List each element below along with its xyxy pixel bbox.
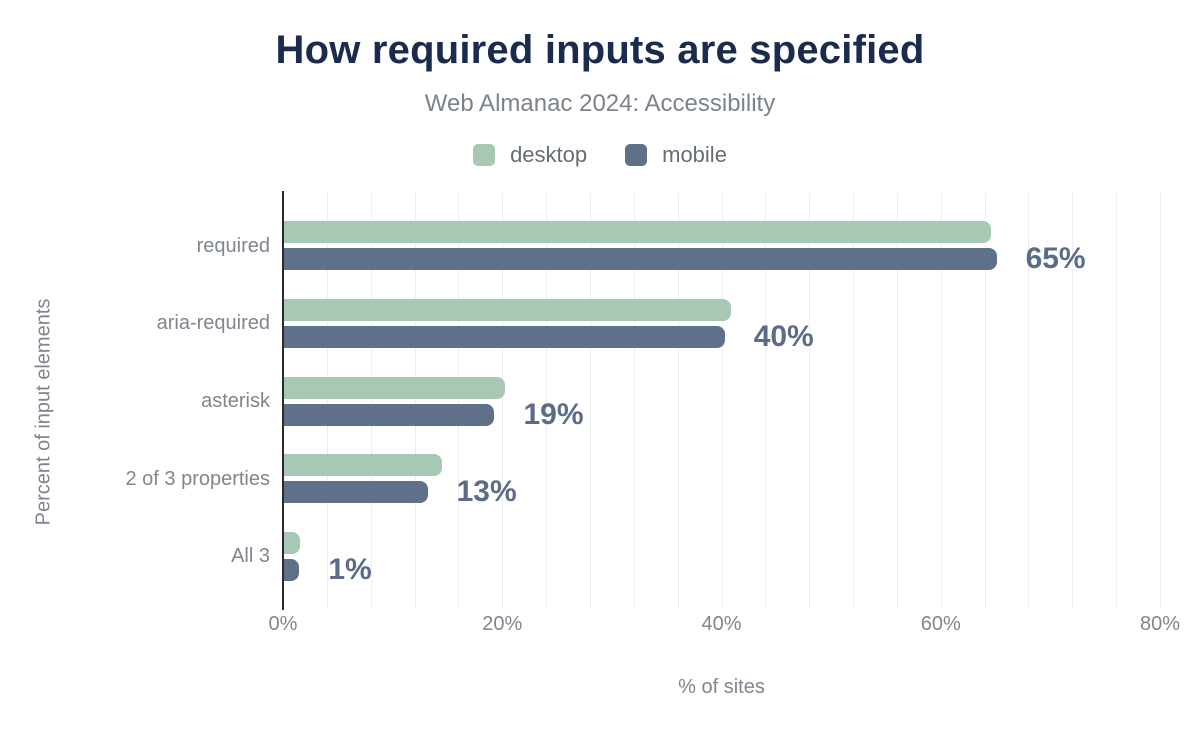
x-tick-label: 40% — [701, 613, 742, 635]
legend-item-desktop: desktop — [473, 142, 587, 168]
gridline — [853, 193, 855, 608]
desktop-swatch-icon — [473, 144, 496, 166]
gridline — [1028, 193, 1030, 608]
value-label: 65% — [1025, 242, 1086, 276]
category-label: required — [196, 234, 270, 257]
category-label: aria-required — [156, 312, 270, 335]
bar-desktop-2-of-3-properties — [284, 454, 442, 477]
legend-label-desktop: desktop — [510, 142, 588, 167]
x-tick-label: 60% — [920, 613, 961, 635]
value-label: 1% — [328, 552, 372, 586]
category-label: All 3 — [231, 545, 270, 568]
legend: desktop mobile — [0, 142, 1200, 168]
mobile-swatch-icon — [625, 144, 648, 166]
gridline — [589, 193, 591, 608]
legend-item-mobile: mobile — [625, 142, 727, 168]
bar-mobile-asterisk — [284, 403, 495, 426]
gridline — [414, 193, 416, 608]
x-tick-label: 80% — [1139, 613, 1181, 635]
bar-mobile-2-of-3-properties — [284, 481, 428, 504]
gridline — [677, 193, 679, 608]
y-axis-title: Percent of input elements — [32, 298, 55, 526]
gridline — [326, 193, 328, 608]
value-label: 19% — [523, 397, 584, 431]
chart-subtitle: Web Almanac 2024: Accessibility — [424, 90, 776, 117]
bar-desktop-aria-required — [284, 298, 732, 321]
y-axis-line — [282, 191, 284, 610]
gridline — [1072, 193, 1074, 608]
gridline — [502, 193, 504, 608]
bar-desktop-all-3 — [284, 531, 301, 554]
x-tick-label: 20% — [482, 613, 523, 635]
value-label: 13% — [456, 475, 517, 509]
bar-desktop-required — [284, 221, 992, 244]
bar-mobile-aria-required — [284, 325, 725, 348]
gridline — [809, 193, 811, 608]
gridline — [1116, 193, 1118, 608]
gridline — [1160, 193, 1161, 608]
gridline — [458, 193, 460, 608]
gridline — [546, 193, 548, 608]
gridline — [370, 193, 372, 608]
gridline — [721, 193, 723, 608]
value-label: 40% — [753, 319, 814, 353]
x-tick-label: 0% — [268, 613, 298, 635]
bar-desktop-asterisk — [284, 376, 506, 399]
gridline — [633, 193, 635, 608]
legend-label-mobile: mobile — [662, 142, 727, 167]
bar-mobile-required — [284, 248, 997, 271]
chart-title: How required inputs are specified — [275, 28, 925, 72]
gridline — [984, 193, 986, 608]
gridline — [765, 193, 767, 608]
bar-mobile-all-3 — [284, 558, 300, 581]
category-label: 2 of 3 properties — [125, 467, 270, 490]
gridline — [940, 193, 942, 608]
category-label: asterisk — [201, 390, 270, 412]
gridline — [896, 193, 898, 608]
x-axis-title: % of sites — [678, 676, 765, 698]
